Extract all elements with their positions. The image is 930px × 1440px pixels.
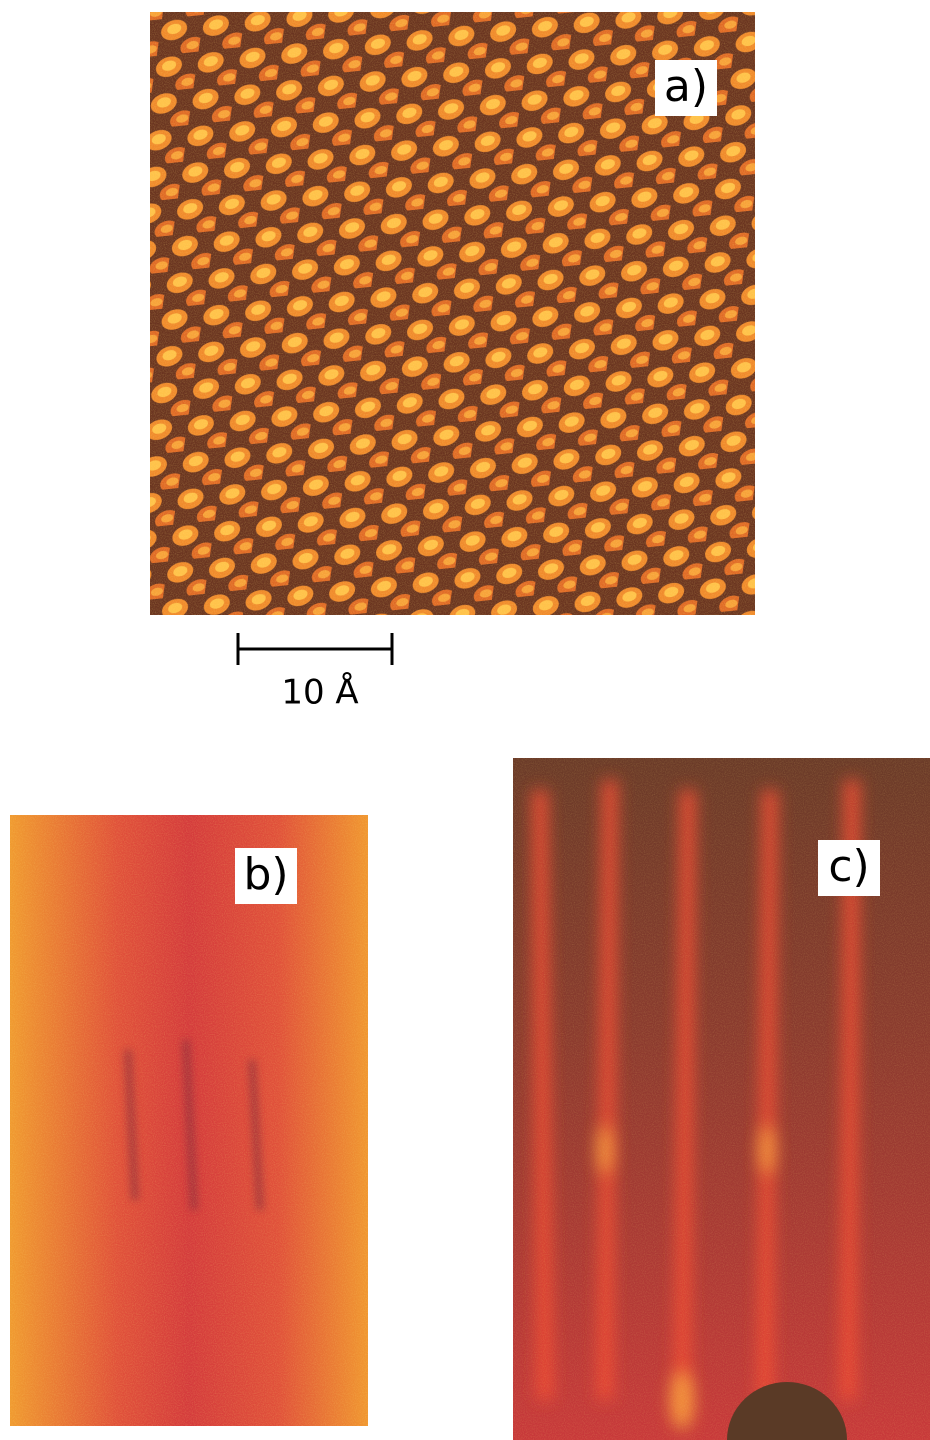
label-box <box>235 848 297 904</box>
beam-stop <box>727 1382 847 1440</box>
panel-label: a) <box>664 61 708 112</box>
image-noise <box>10 815 368 1426</box>
label-box <box>655 60 717 116</box>
scale-bar <box>236 633 394 665</box>
image-noise <box>150 12 755 615</box>
panel-a: a) <box>150 12 755 615</box>
panel-label: c) <box>828 841 869 892</box>
panel-b: b) <box>10 815 368 1426</box>
label-box <box>818 840 880 896</box>
panel-label: b) <box>243 849 288 900</box>
scale-label: 10 Å <box>281 672 358 713</box>
panel-c: c) <box>513 758 930 1440</box>
